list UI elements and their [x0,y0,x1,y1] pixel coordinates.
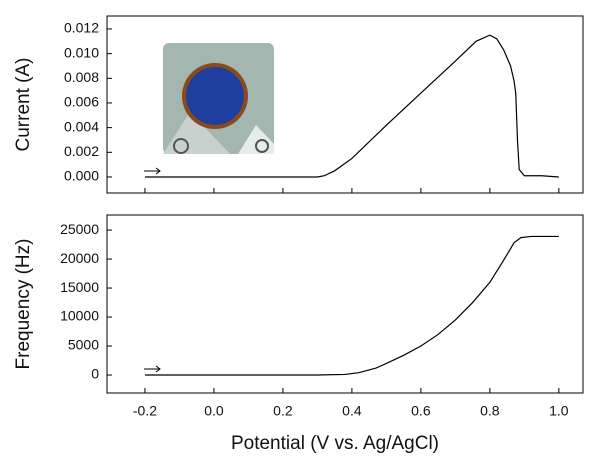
data-line [144,235,559,376]
plot-frame [106,15,584,194]
x-tick-label: 0.2 [273,403,293,419]
x-tick-label: 1.0 [549,403,569,419]
x-axis-label: Potential (V vs. Ag/AgCl) [231,433,439,454]
y-tick-label: 25000 [60,221,99,237]
start-arrows [144,167,161,373]
x-tick-label: 0.6 [411,403,431,419]
y-axis-label: Frequency (Hz) [13,239,34,370]
y-tick-label: 0.000 [64,168,99,184]
y-tick-label: 0.010 [64,44,99,60]
y-tick-label: 0.002 [64,143,99,159]
data-line [144,34,559,178]
x-tick-label: 0.0 [204,403,224,419]
y-tick-label: 15000 [60,279,99,295]
y-tick-label: 0.012 [64,20,99,36]
y-tick-label: 0.004 [64,118,99,134]
x-tick-label: 0.4 [342,403,362,419]
y-tick-label: 0.006 [64,94,99,110]
x-tick-label: 0.8 [480,403,500,419]
y-tick-label: 0 [91,366,99,382]
y-tick-label: 0.008 [64,69,99,85]
y-tick-label: 5000 [68,337,99,353]
inset-photo [163,43,274,154]
plot-frame [106,214,584,394]
y-axis-label: Current (A) [13,58,34,152]
y-tick-label: 20000 [60,250,99,266]
x-tick-label: -0.2 [133,403,157,419]
y-tick-label: 10000 [60,308,99,324]
